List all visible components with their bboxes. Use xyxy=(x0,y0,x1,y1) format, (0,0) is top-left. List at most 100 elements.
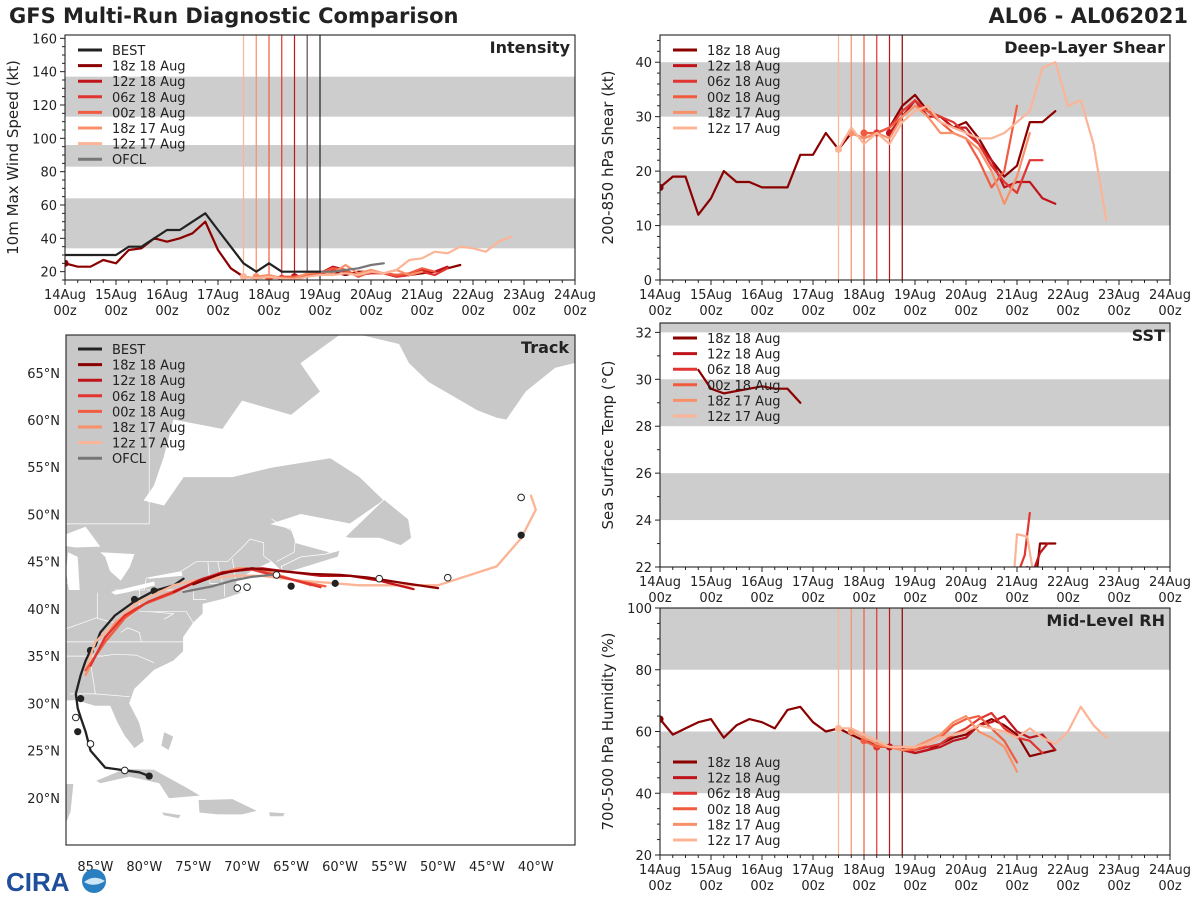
lon-label: 40°W xyxy=(518,860,554,875)
panel-title: Track xyxy=(521,338,569,357)
x-tick-label: 24Aug xyxy=(1149,575,1191,590)
lat-label: 60°N xyxy=(27,414,60,429)
series-group xyxy=(697,368,1057,567)
legend-label: 18z 17 Aug xyxy=(707,818,781,833)
series-group xyxy=(660,61,1108,222)
border-line xyxy=(149,611,175,620)
x-tick-label: 23Aug xyxy=(1098,863,1140,878)
border-line xyxy=(120,627,142,642)
x-tick-label: 15Aug xyxy=(690,863,732,878)
legend-label: 18z 18 Aug xyxy=(112,60,186,75)
shear-panel: 01020304014Aug00z15Aug00z16Aug00z17Aug00… xyxy=(599,34,1191,319)
y-tick-label: 100 xyxy=(627,602,652,617)
shaded-band xyxy=(660,473,1170,521)
y-axis-label: 200-850 hPa Shear (kt) xyxy=(599,71,617,245)
panel-title: Deep-Layer Shear xyxy=(1004,38,1165,57)
x-tick-label: 00z xyxy=(206,304,230,319)
lat-label: 55°N xyxy=(27,461,60,476)
x-tick-label: 20Aug xyxy=(350,288,392,303)
x-tick-label: 00z xyxy=(461,304,485,319)
x-tick-label: 00z xyxy=(801,591,825,606)
x-tick-label: 00z xyxy=(852,879,876,894)
x-tick-label: 00z xyxy=(852,591,876,606)
x-tick-label: 14Aug xyxy=(44,288,86,303)
track-line xyxy=(84,494,537,672)
x-tick-label: 21Aug xyxy=(401,288,443,303)
legend-label: 18z 17 Aug xyxy=(707,106,781,121)
x-tick-label: 22Aug xyxy=(1047,863,1089,878)
x-tick-label: 14Aug xyxy=(639,863,681,878)
x-tick-label: 00z xyxy=(750,304,774,319)
track-point-open xyxy=(233,584,242,592)
storm-id: AL06 - AL062021 xyxy=(988,4,1189,28)
x-tick-label: 18Aug xyxy=(843,288,885,303)
lake-superior xyxy=(66,526,101,548)
x-tick-label: 00z xyxy=(563,304,587,319)
track-panel: 20°N 25°N 30°N 35°N 40°N 45°N 50°N 55°N 60°N 65°N… xyxy=(27,334,576,875)
x-tick-label: 00z xyxy=(1158,591,1182,606)
track-point-filled xyxy=(77,695,85,703)
legend-label: 12z 18 Aug xyxy=(707,772,781,787)
map-group xyxy=(61,335,575,845)
legend-label: 18z 18 Aug xyxy=(112,359,186,374)
x-tick-label: 00z xyxy=(1107,304,1131,319)
lat-label: 35°N xyxy=(27,650,60,665)
track-line xyxy=(192,567,440,590)
series-line xyxy=(1026,542,1049,567)
legend-label: OFCL xyxy=(112,452,147,467)
lat-label: 20°N xyxy=(27,792,60,807)
y-tick-label: 32 xyxy=(635,326,652,341)
sst-panel: 22242628303214Aug00z15Aug00z16Aug00z17Au… xyxy=(599,322,1191,606)
land-yucatan xyxy=(66,783,75,825)
border-line xyxy=(61,656,65,700)
x-tick-label: 24Aug xyxy=(554,288,596,303)
lon-label: 45°W xyxy=(469,860,505,875)
legend-label: 06z 18 Aug xyxy=(112,390,186,405)
border-line xyxy=(146,589,206,600)
x-tick-label: 18Aug xyxy=(843,863,885,878)
y-tick-label: 20 xyxy=(40,266,57,281)
x-tick-label: 00z xyxy=(852,304,876,319)
x-tick-label: 00z xyxy=(699,879,723,894)
lake-huron xyxy=(100,552,135,581)
legend-label: 18z 17 Aug xyxy=(112,421,186,436)
x-tick-label: 20Aug xyxy=(945,575,987,590)
track-point-open xyxy=(375,574,384,583)
y-tick-label: 24 xyxy=(635,514,652,529)
x-tick-label: 00z xyxy=(53,304,77,319)
x-tick-label: 00z xyxy=(954,879,978,894)
x-tick-label: 16Aug xyxy=(146,288,188,303)
track-point-filled xyxy=(130,595,139,604)
border-line xyxy=(207,561,225,597)
legend-label: 18z 18 Aug xyxy=(707,332,781,347)
lat-label: 45°N xyxy=(27,556,60,571)
lon-label: 55°W xyxy=(371,860,407,875)
swirl-icon xyxy=(84,877,105,885)
x-tick-label: 00z xyxy=(104,304,128,319)
x-tick-label: 00z xyxy=(801,879,825,894)
legend-label: 12z 17 Aug xyxy=(112,437,186,452)
y-tick-label: 40 xyxy=(635,787,652,802)
legend-label: 18z 18 Aug xyxy=(707,756,781,771)
x-tick-label: 21Aug xyxy=(996,288,1038,303)
x-tick-label: 00z xyxy=(648,879,672,894)
lake-michigan xyxy=(66,552,80,590)
legend-label: 00z 18 Aug xyxy=(112,405,186,420)
legend-label: 12z 18 Aug xyxy=(112,75,186,90)
x-tick-label: 24Aug xyxy=(1149,863,1191,878)
y-tick-label: 40 xyxy=(635,56,652,71)
lake-erie xyxy=(111,581,156,595)
legend-label: 18z 17 Aug xyxy=(707,394,781,409)
x-tick-label: 00z xyxy=(155,304,179,319)
track-point-open xyxy=(86,740,95,748)
lake-ontario xyxy=(146,571,183,579)
x-tick-label: 00z xyxy=(750,879,774,894)
y-axis-label: 10m Max Wind Speed (kt) xyxy=(4,60,22,255)
legend-label: 12z 17 Aug xyxy=(707,122,781,137)
lon-label: 60°W xyxy=(322,860,358,875)
legend-label: BEST xyxy=(112,44,145,59)
legend-label: 00z 18 Aug xyxy=(707,379,781,394)
x-tick-label: 00z xyxy=(903,591,927,606)
border-line xyxy=(139,611,194,624)
track-point-filled xyxy=(287,582,295,590)
